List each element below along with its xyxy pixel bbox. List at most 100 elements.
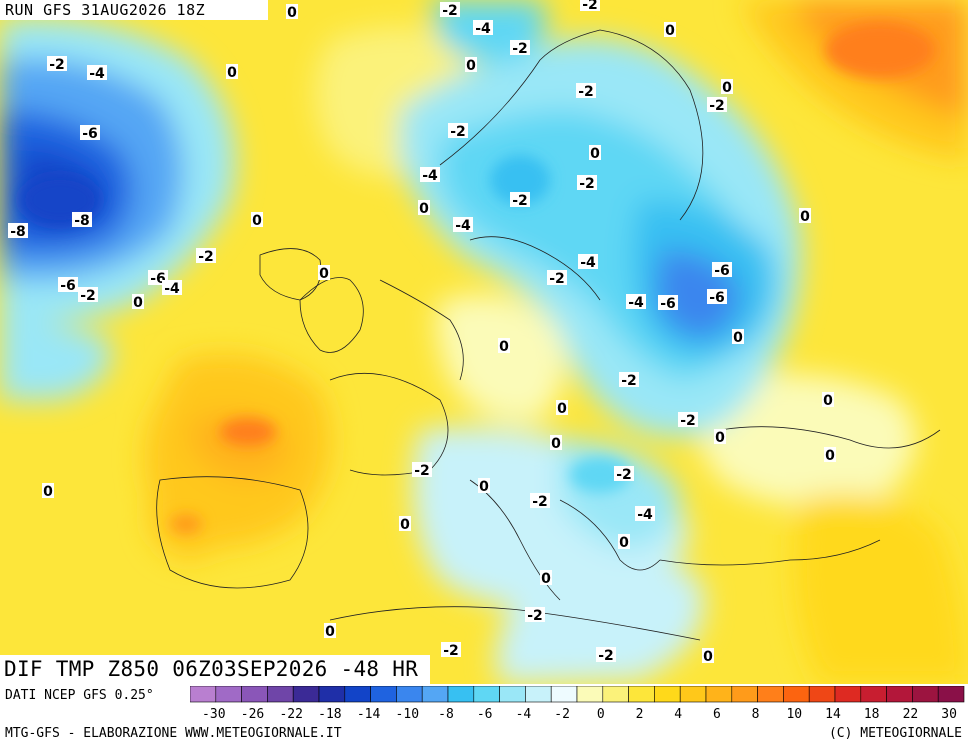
contour-label-bg <box>286 4 298 19</box>
legend-tick-label: 10 <box>786 707 802 722</box>
contour-label: -4 <box>453 217 473 234</box>
legend-swatch <box>886 685 913 703</box>
contour-label: -6 <box>58 277 78 294</box>
contour-label-bg <box>251 212 263 227</box>
contour-label-text: 0 <box>703 649 713 665</box>
map-title: DIF TMP Z850 06Z03SEP2026 -48 HR <box>4 657 419 681</box>
contour-label: -2 <box>510 192 530 209</box>
contour-label-text: -2 <box>443 643 459 659</box>
contour-label-bg <box>540 570 552 585</box>
contour-label-text: -2 <box>621 373 637 389</box>
contour-label: -2 <box>412 462 432 479</box>
legend-swatch <box>267 685 294 703</box>
legend-swatch <box>215 685 242 703</box>
contour-label: 0 <box>714 429 726 446</box>
contour-label: -4 <box>578 254 598 271</box>
contour-label-bg <box>635 506 655 521</box>
legend-swatch <box>318 685 346 703</box>
contour-label: 0 <box>465 57 477 74</box>
contour-label-text: 0 <box>43 484 53 500</box>
legend-tick-label: 4 <box>674 707 682 722</box>
contour-label-bg <box>658 295 678 310</box>
legend-tick-label: -18 <box>318 707 341 722</box>
contour-label: 0 <box>618 534 630 551</box>
legend-swatch <box>447 685 475 703</box>
data-source: DATI NCEP GFS 0.25° <box>5 688 154 703</box>
contour-label-bg <box>576 83 596 98</box>
contour-label-bg <box>577 175 597 190</box>
contour-label-bg <box>498 338 510 353</box>
contour-label-text: -6 <box>60 278 76 294</box>
legend-swatch <box>860 685 887 703</box>
contour-label: 0 <box>418 200 430 217</box>
contour-label: -2 <box>614 466 634 483</box>
legend-tick-label: -6 <box>477 707 493 722</box>
legend-swatch <box>525 685 552 703</box>
contour-label-text: -2 <box>579 176 595 192</box>
contour-label-bg <box>619 372 639 387</box>
legend-swatch <box>705 685 733 703</box>
contour-label: 0 <box>478 478 490 495</box>
legend-tick-label: 2 <box>636 707 644 722</box>
contour-label: -2 <box>596 647 616 664</box>
legend-swatch <box>834 685 862 703</box>
contour-label-text: 0 <box>722 80 732 96</box>
contour-label: -2 <box>47 56 67 73</box>
contour-label-bg <box>72 212 92 227</box>
contour-label-bg <box>399 516 411 531</box>
contour-label: 0 <box>732 329 744 346</box>
contour-label-text: 0 <box>133 295 143 311</box>
credit-left: MTG-GFS - ELABORAZIONE WWW.METEOGIORNALE… <box>5 726 342 741</box>
legend-swatch <box>370 685 397 703</box>
contour-label: 0 <box>42 483 54 500</box>
contour-label: 0 <box>664 22 676 39</box>
contour-label-text: -2 <box>549 271 565 287</box>
contour-label: -2 <box>577 175 597 192</box>
contour-label-text: 0 <box>800 209 810 225</box>
legend-swatch <box>731 685 758 703</box>
contour-label-bg <box>550 435 562 450</box>
contour-label: -4 <box>87 65 107 82</box>
contour-label-bg <box>78 287 98 302</box>
contour-label-text: -2 <box>582 0 598 13</box>
contour-label-text: -4 <box>422 168 438 184</box>
contour-label-bg <box>578 254 598 269</box>
contour-label-bg <box>47 56 67 71</box>
contour-label: 0 <box>721 79 733 96</box>
contour-label-bg <box>712 262 732 277</box>
contour-label-bg <box>58 277 78 292</box>
contour-label-bg <box>732 329 744 344</box>
contour-label-bg <box>441 642 461 657</box>
contour-label: 0 <box>799 208 811 225</box>
contour-label-bg <box>678 412 698 427</box>
contour-label-bg <box>580 0 600 11</box>
contour-label-text: 0 <box>466 58 476 74</box>
contour-label-text: -4 <box>164 281 180 297</box>
color-legend: -30 -26 -22 -18 -14 -10 -8 -6 -4 -2 0 2 4 6 8 10 14 18 22 3… <box>189 685 966 722</box>
contour-label-bg <box>721 79 733 94</box>
legend-swatch <box>344 685 371 703</box>
legend-tick-label: -14 <box>357 707 381 722</box>
contour-label: 0 <box>589 145 601 162</box>
contour-label-text: -4 <box>475 21 491 37</box>
legend-swatch <box>679 685 707 703</box>
contour-label-text: 0 <box>325 624 335 640</box>
contour-label-text: -2 <box>512 41 528 57</box>
contour-label: -4 <box>473 20 493 37</box>
contour-label: -2 <box>547 270 567 287</box>
contour-label: -4 <box>626 294 646 311</box>
legend-swatch <box>241 685 268 703</box>
contour-label: 0 <box>251 212 263 229</box>
contour-label-text: -4 <box>455 218 471 234</box>
contour-label-bg <box>132 294 144 309</box>
contour-label-text: 0 <box>557 401 567 417</box>
contour-label-text: -2 <box>80 288 96 304</box>
contour-label-bg <box>473 20 493 35</box>
contour-label-text: -2 <box>527 608 543 624</box>
contour-label: 0 <box>498 338 510 355</box>
legend-tick-label: -22 <box>279 707 302 722</box>
contour-label-text: -2 <box>414 463 430 479</box>
contour-label-text: -4 <box>89 66 105 82</box>
contour-label-text: -2 <box>442 3 458 19</box>
contour-label-text: -2 <box>598 648 614 664</box>
